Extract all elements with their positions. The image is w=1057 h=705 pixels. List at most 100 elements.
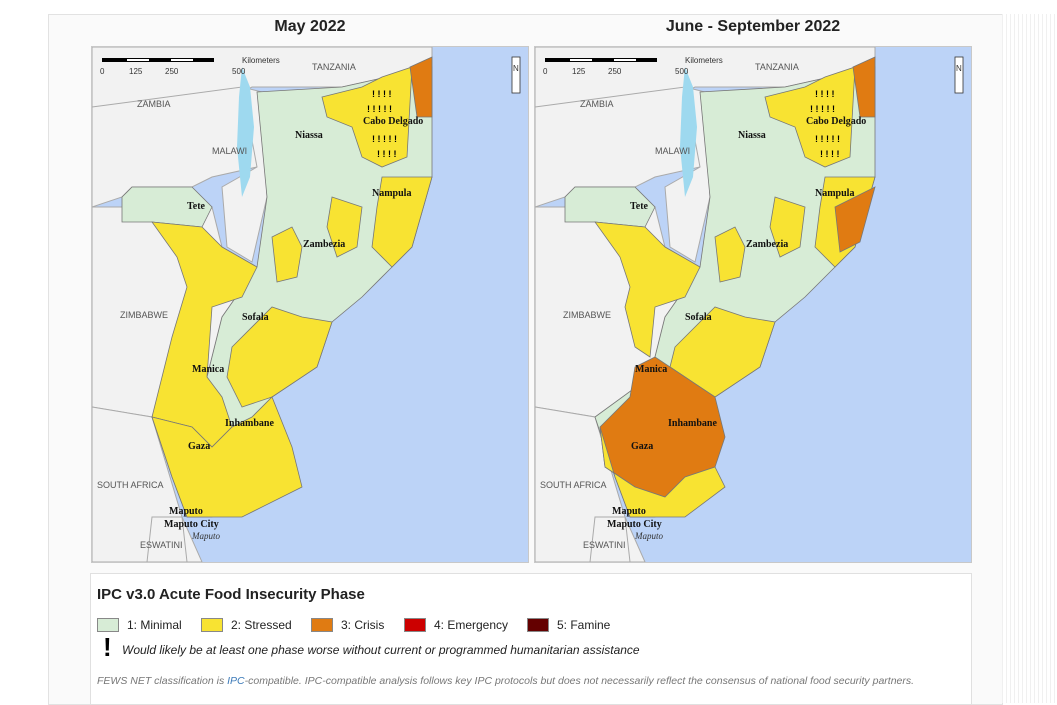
- legend-swatch: [97, 618, 119, 632]
- scale-tick-250: 250: [608, 67, 622, 76]
- legend-item-minimal: 1: Minimal: [97, 617, 182, 633]
- eswatini-land: [589, 516, 631, 562]
- province-label-cabo-delgado: Cabo Delgado: [363, 116, 423, 127]
- province-label-gaza: Gaza: [188, 441, 210, 452]
- city-label-maputo: Maputo: [634, 531, 663, 541]
- legend-swatch: [201, 618, 223, 632]
- scale-unit: Kilometers: [242, 56, 280, 65]
- north-arrow-icon: N: [954, 56, 964, 94]
- scale-bar-segment: [127, 59, 149, 61]
- zambezia-patch-1: [271, 226, 303, 283]
- country-label-eswatini: ESWATINI: [583, 540, 626, 550]
- legend-title: IPC v3.0 Acute Food Insecurity Phase: [97, 586, 365, 603]
- province-label-inhambane: Inhambane: [225, 418, 274, 429]
- province-label-maputo: Maputo: [612, 506, 646, 517]
- footnote-prefix: FEWS NET classification is: [97, 675, 228, 687]
- cabo-delgado-phase3: [852, 56, 876, 118]
- assistance-marks: ! ! ! ! ! ! ! ! ! ! ! ! ! ! ! ! ! !: [367, 89, 397, 159]
- country-label-zambia: ZAMBIA: [580, 99, 614, 109]
- map-june-september-2022: ! ! ! ! ! ! ! ! ! ! ! ! ! ! ! ! ! ! 0 12…: [534, 46, 972, 563]
- scale-unit: Kilometers: [685, 56, 723, 65]
- lake-malawi: [680, 67, 697, 197]
- gaza-inhambane-phase2: [151, 396, 303, 518]
- scale-tick-500: 500: [675, 67, 689, 76]
- cabo-delgado-niassa-phase2: [321, 66, 413, 168]
- zambezia-patch-2: [326, 196, 363, 258]
- legend-item-stressed: 2: Stressed: [201, 617, 292, 633]
- assistance-exclamation-icon: !: [103, 632, 112, 662]
- scale-tick-0: 0: [543, 67, 548, 76]
- svg-text:! ! ! !: ! ! ! !: [377, 149, 397, 159]
- country-label-malawi: MALAWI: [655, 146, 690, 156]
- lake-malawi: [237, 67, 254, 197]
- page-edge-texture: [1002, 14, 1057, 703]
- legend: IPC v3.0 Acute Food Insecurity Phase 1: …: [90, 573, 972, 705]
- province-label-niassa: Niassa: [738, 130, 766, 141]
- svg-text:N: N: [513, 64, 519, 73]
- province-label-inhambane: Inhambane: [668, 418, 717, 429]
- ipc-link[interactable]: IPC: [227, 675, 245, 687]
- scale-bar-segment: [171, 59, 193, 61]
- province-label-manica: Manica: [635, 364, 667, 375]
- country-label-south-africa: SOUTH AFRICA: [540, 480, 607, 490]
- country-label-zimbabwe: ZIMBABWE: [563, 310, 611, 320]
- province-label-maputo-city: Maputo City: [164, 519, 219, 530]
- province-label-manica: Manica: [192, 364, 224, 375]
- legend-label: 3: Crisis: [341, 618, 385, 632]
- legend-label: 4: Emergency: [434, 618, 509, 632]
- map-title-may: May 2022: [274, 18, 346, 35]
- map-may-2022: ! ! ! ! ! ! ! ! ! ! ! ! ! ! ! ! ! ! 0 12…: [91, 46, 529, 563]
- cabo-delgado-niassa-phase2: [764, 66, 856, 168]
- map-title-june-september: June - September 2022: [665, 18, 841, 35]
- country-label-zambia: ZAMBIA: [137, 99, 171, 109]
- svg-text:! ! ! !: ! ! ! !: [820, 149, 840, 159]
- north-arrow-icon: N: [511, 56, 521, 94]
- country-label-tanzania: TANZANIA: [755, 62, 799, 72]
- scale-bar: [102, 58, 214, 62]
- city-label-maputo: Maputo: [191, 531, 220, 541]
- country-label-malawi: MALAWI: [212, 146, 247, 156]
- legend-swatch: [527, 618, 549, 632]
- scale-bar-segment: [570, 59, 592, 61]
- province-label-tete: Tete: [187, 201, 206, 212]
- cabo-delgado-phase3: [409, 56, 433, 118]
- scale-tick-250: 250: [165, 67, 179, 76]
- scale-tick-125: 125: [129, 67, 143, 76]
- tete-phase2: [594, 221, 701, 358]
- footnote: FEWS NET classification is IPC-compatibl…: [97, 675, 957, 688]
- legend-label: 1: Minimal: [127, 618, 182, 632]
- svg-text:N: N: [956, 64, 962, 73]
- scale-bar: [545, 58, 657, 62]
- svg-text:! ! ! !: ! ! ! !: [372, 89, 392, 99]
- country-label-tanzania: TANZANIA: [312, 62, 356, 72]
- province-label-maputo-city: Maputo City: [607, 519, 662, 530]
- country-label-eswatini: ESWATINI: [140, 540, 183, 550]
- svg-text:! ! ! ! !: ! ! ! ! !: [372, 134, 397, 144]
- eswatini-land: [146, 516, 188, 562]
- legend-label: 5: Famine: [557, 618, 611, 632]
- legend-item-emergency: 4: Emergency: [404, 617, 508, 633]
- zambezia-patch-2: [769, 196, 806, 258]
- province-label-zambezia: Zambezia: [746, 239, 788, 250]
- svg-text:! ! ! !: ! ! ! !: [815, 89, 835, 99]
- legend-label: 2: Stressed: [231, 618, 292, 632]
- scale-tick-125: 125: [572, 67, 586, 76]
- map-svg: ! ! ! ! ! ! ! ! ! ! ! ! ! ! ! ! ! ! 0 12…: [92, 47, 528, 562]
- legend-item-crisis: 3: Crisis: [311, 617, 384, 633]
- assistance-note: Would likely be at least one phase worse…: [122, 643, 640, 657]
- svg-text:! ! ! ! !: ! ! ! ! !: [815, 134, 840, 144]
- tete-west-phase1: [121, 186, 213, 228]
- scale-tick-0: 0: [100, 67, 105, 76]
- province-label-nampula: Nampula: [372, 188, 411, 199]
- legend-swatch: [311, 618, 333, 632]
- scale-bar-segment: [614, 59, 636, 61]
- tete-west-phase1: [564, 186, 656, 228]
- legend-swatch: [404, 618, 426, 632]
- nampula-phase2: [371, 176, 433, 268]
- map-svg: ! ! ! ! ! ! ! ! ! ! ! ! ! ! ! ! ! ! 0 12…: [535, 47, 971, 562]
- legend-item-famine: 5: Famine: [527, 617, 610, 633]
- nampula-phase3: [834, 186, 876, 253]
- province-label-cabo-delgado: Cabo Delgado: [806, 116, 866, 127]
- province-label-maputo: Maputo: [169, 506, 203, 517]
- southern-coast-phase2: [599, 426, 726, 518]
